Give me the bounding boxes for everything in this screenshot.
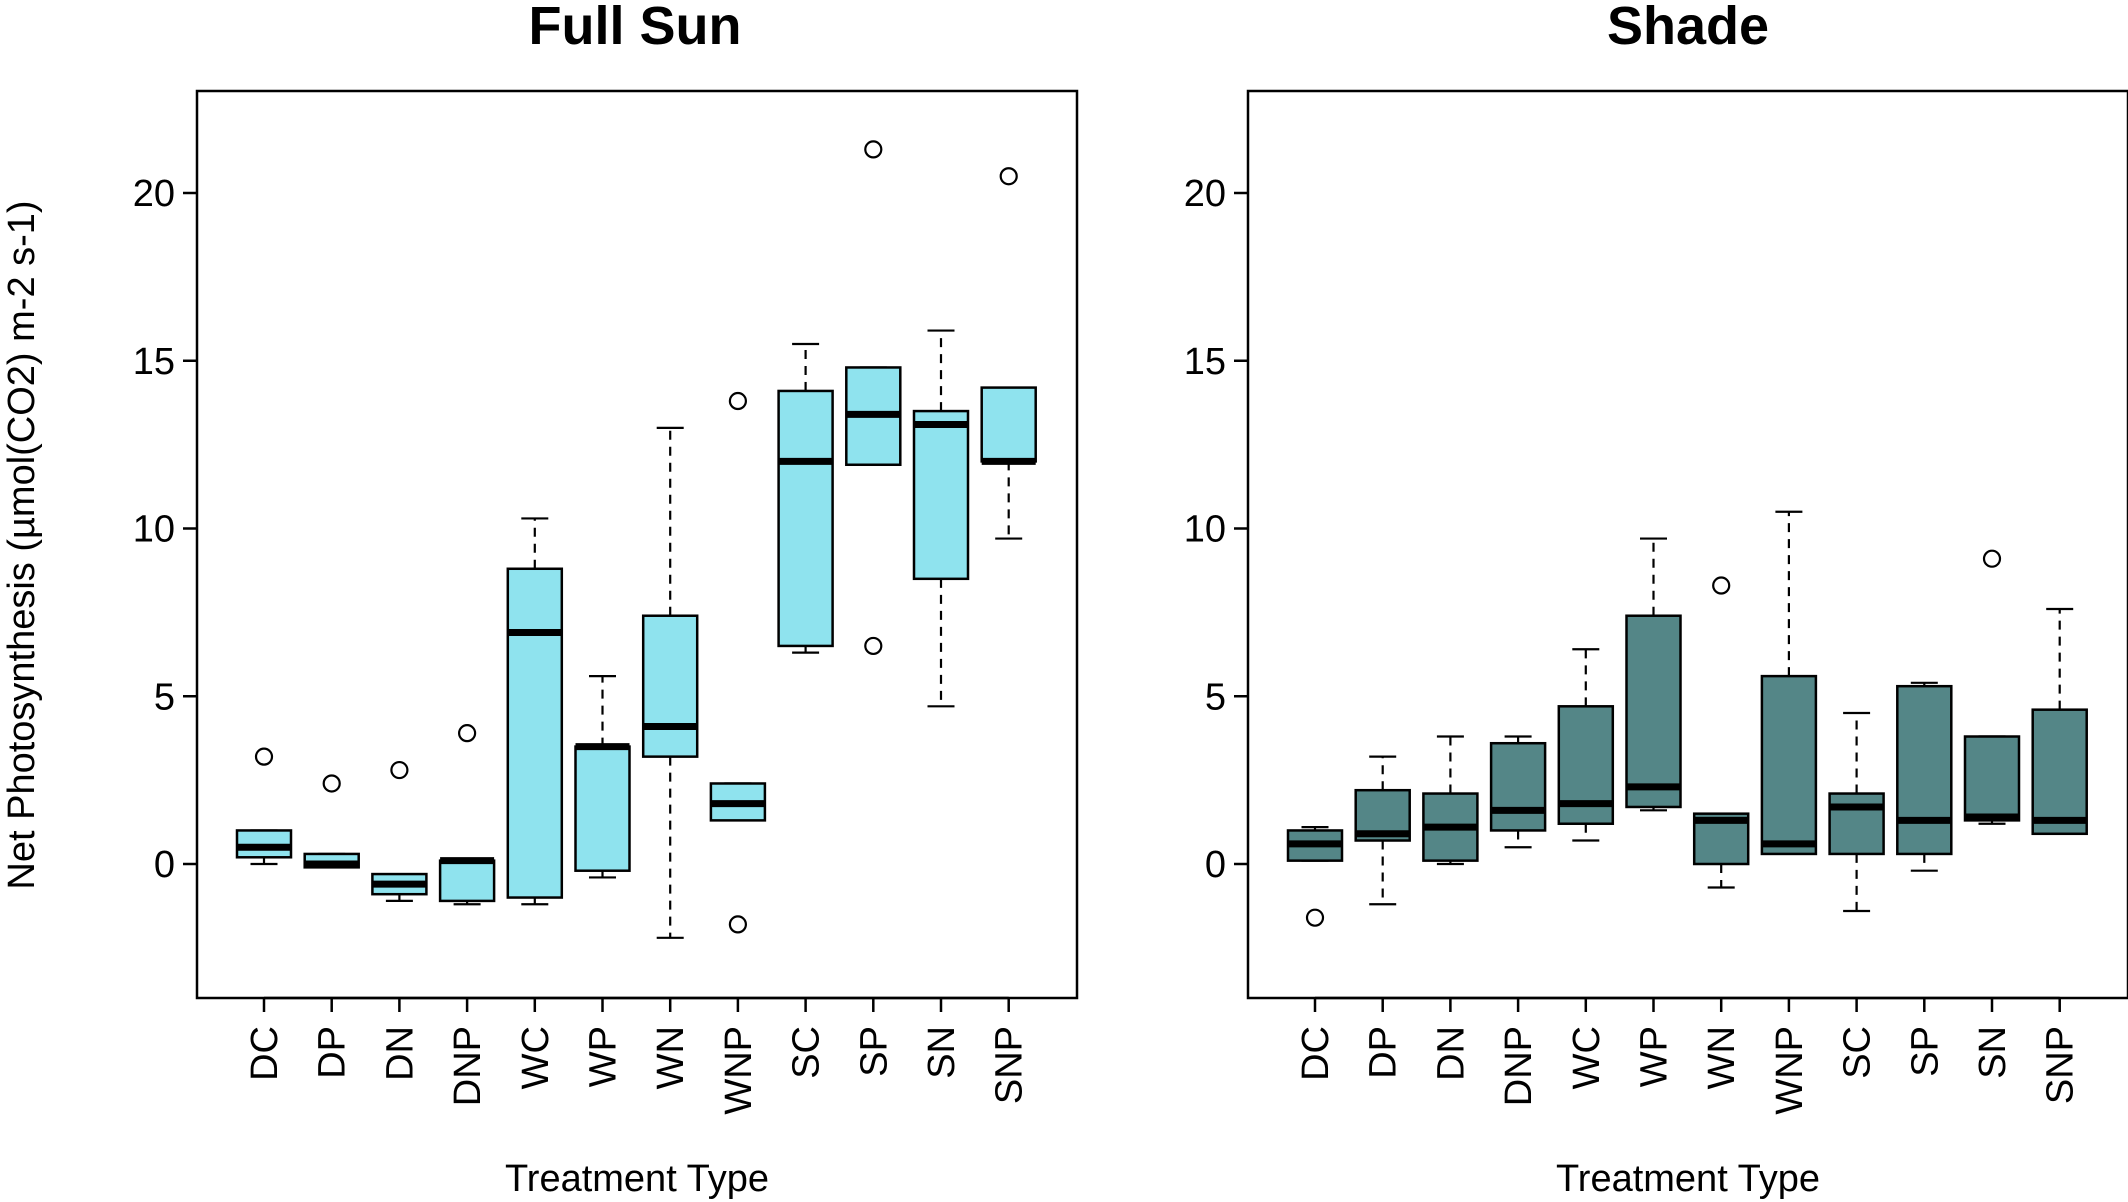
- full-sun-x-tick-label-wn: WN: [650, 1026, 692, 1089]
- full-sun-box-sn: [912, 329, 970, 708]
- shade-boxes: [1286, 510, 2088, 927]
- outlier-point: [322, 774, 341, 793]
- shade-y-tick-label: 5: [1205, 676, 1226, 718]
- full-sun-x-tick-label-sn: SN: [921, 1026, 963, 1079]
- box-iqr: [1963, 735, 2021, 822]
- full-sun-y-tick-label: 15: [133, 341, 175, 383]
- full-sun-panel: Full Sun Net Photosynthesis (µmol(CO2) m…: [1, 0, 1079, 1200]
- shade-box-sp: [1896, 681, 1953, 872]
- shade-y-tick-label: 20: [1184, 173, 1226, 215]
- box-iqr: [1828, 792, 1885, 856]
- outlier-point: [1982, 549, 2002, 568]
- full-sun-box-dc: [235, 747, 293, 866]
- full-sun-box-dnp: [438, 724, 496, 906]
- full-sun-x-tick-label-wc: WC: [515, 1026, 557, 1089]
- shade-y-tick-label: 15: [1184, 341, 1226, 383]
- outlier-point: [728, 391, 748, 411]
- box-iqr: [1760, 674, 1818, 856]
- shade-x-tick-label-dnp: DNP: [1498, 1026, 1540, 1106]
- shade-box-wnp: [1760, 510, 1818, 856]
- full-sun-title: Full Sun: [529, 0, 742, 56]
- full-sun-box-snp: [980, 167, 1037, 540]
- full-sun-x-tick-label-sp: SP: [853, 1026, 895, 1077]
- full-sun-y-tick-label: 0: [154, 844, 175, 886]
- full-sun-box-sp: [845, 140, 902, 656]
- box-iqr: [641, 614, 699, 758]
- full-sun-x-tick-label-dc: DC: [244, 1026, 286, 1081]
- outlier-point: [1712, 576, 1731, 595]
- shade-box-wp: [1625, 537, 1682, 812]
- full-sun-box-dn: [371, 760, 428, 903]
- shade-y-tick-label: 10: [1184, 509, 1226, 551]
- full-sun-x-tick-label-snp: SNP: [989, 1026, 1031, 1104]
- shade-box-snp: [2031, 607, 2088, 836]
- shade-title: Shade: [1607, 0, 1769, 56]
- box-iqr: [1896, 684, 1953, 856]
- full-sun-y-axis-label: Net Photosynthesis (µmol(CO2) m-2 s-1): [1, 200, 43, 889]
- shade-box-dnp: [1489, 735, 1547, 849]
- shade-x-tick-label-dp: DP: [1363, 1026, 1405, 1079]
- shade-box-sn: [1963, 549, 2021, 825]
- full-sun-box-sc: [777, 342, 834, 654]
- shade-box-wn: [1692, 576, 1750, 889]
- shade-x-tick-label-sn: SN: [1972, 1026, 2014, 1079]
- full-sun-x-tick-label-dp: DP: [312, 1026, 354, 1079]
- outlier-point: [458, 724, 477, 743]
- shade-x-axis-label: Treatment Type: [1556, 1158, 1820, 1200]
- shade-x-tick-label-dc: DC: [1295, 1026, 1337, 1081]
- box-iqr: [438, 859, 496, 903]
- outlier-point: [728, 915, 748, 934]
- full-sun-boxes: [235, 140, 1037, 939]
- full-sun-y-tick-label: 10: [133, 509, 175, 551]
- shade-x-tick-label-wc: WC: [1566, 1026, 1608, 1089]
- full-sun-y-tick-label: 20: [133, 173, 175, 215]
- full-sun-x-tick-label-dn: DN: [379, 1026, 421, 1081]
- outlier-point: [254, 747, 274, 766]
- shade-x-tick-label-wnp: WNP: [1769, 1026, 1811, 1115]
- full-sun-box-wp: [574, 675, 631, 879]
- box-iqr: [912, 409, 970, 581]
- shade-box-sc: [1828, 711, 1885, 913]
- shade-x-tick-label-sp: SP: [1904, 1026, 1946, 1077]
- shade-x-tick-label-snp: SNP: [2040, 1026, 2082, 1104]
- box-iqr: [506, 567, 564, 899]
- outlier-point: [390, 760, 409, 780]
- full-sun-box-wc: [506, 517, 564, 906]
- box-iqr: [1625, 614, 1682, 809]
- outlier-point: [1305, 908, 1325, 927]
- shade-x-tick-label-dn: DN: [1430, 1026, 1472, 1081]
- shade-box-dc: [1286, 825, 1344, 927]
- shade-plot-frame: [1246, 89, 2128, 1000]
- outlier-point: [864, 140, 883, 159]
- box-iqr: [980, 386, 1037, 463]
- shade-y-tick-label: 0: [1205, 844, 1226, 886]
- shade-box-dp: [1354, 755, 1411, 906]
- shade-panel: Shade Treatment Type 0 5 10 15 20 DC DP DN DNP WC…: [1184, 0, 2128, 1200]
- outlier-point: [999, 167, 1018, 186]
- shade-axes: 0 5 10 15 20 DC DP DN DNP WC WP WN WNP SC SP SN SNP: [1184, 173, 2082, 1115]
- shade-x-tick-label-wn: WN: [1701, 1026, 1743, 1089]
- box-iqr: [2031, 708, 2088, 836]
- box-iqr: [777, 389, 834, 648]
- full-sun-x-tick-label-dnp: DNP: [447, 1026, 489, 1106]
- shade-box-dn: [1422, 735, 1479, 866]
- full-sun-x-tick-label-wnp: WNP: [718, 1026, 760, 1115]
- box-iqr: [574, 745, 631, 872]
- full-sun-x-axis-label: Treatment Type: [505, 1158, 769, 1200]
- shade-box-wc: [1557, 648, 1615, 842]
- full-sun-box-dp: [303, 774, 360, 869]
- full-sun-x-tick-label-wp: WP: [583, 1026, 625, 1087]
- outlier-point: [864, 636, 883, 656]
- shade-x-tick-label-sc: SC: [1837, 1026, 1879, 1079]
- full-sun-x-tick-label-sc: SC: [786, 1026, 828, 1079]
- box-iqr: [1489, 741, 1547, 832]
- full-sun-y-tick-label: 5: [154, 676, 175, 718]
- full-sun-box-wn: [641, 426, 699, 939]
- full-sun-axes: 0 5 10 15 20 DC DP DN DNP WC WP WN WNP SC SP SN SNP: [133, 173, 1031, 1115]
- shade-x-tick-label-wp: WP: [1634, 1026, 1676, 1087]
- full-sun-box-wnp: [709, 391, 767, 934]
